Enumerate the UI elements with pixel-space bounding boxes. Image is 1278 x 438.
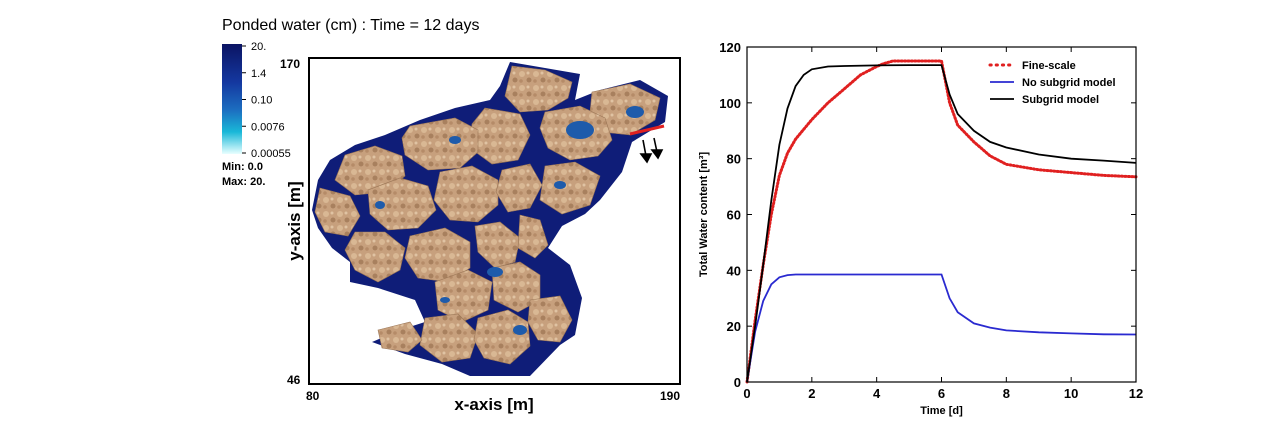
chart-y-axis-label: Total Water content [m³] (698, 152, 710, 278)
terrain-patch (419, 313, 479, 363)
pond (449, 136, 461, 144)
colorbar-tick-label: 20. (251, 41, 266, 53)
terrain-patch (473, 309, 531, 365)
chart-y-tick-label: 120 (719, 40, 741, 55)
pond (513, 325, 527, 335)
terrain-patch (314, 187, 361, 237)
flow-arrows (639, 137, 664, 164)
series-line-no-subgrid-model (746, 273, 1137, 383)
terrain-patch (527, 295, 573, 343)
legend-label: Subgrid model (1022, 94, 1099, 106)
terrain-patch (517, 214, 549, 259)
chart-y-tick-label: 80 (727, 152, 741, 167)
colorbar-min-label: Min: 0.0 (222, 161, 263, 173)
pond (566, 121, 594, 139)
pond (487, 267, 503, 277)
colorbar: 20. 1.4 0.10 0.0076 0.00055 Min: 0.0 Max: 20… (222, 41, 291, 188)
map-title: Ponded water (cm) : Time = 12 days (222, 17, 479, 34)
terrain-patch (504, 65, 573, 113)
chart-x-tick-label: 6 (938, 386, 945, 401)
chart-x-tick-label: 2 (808, 386, 815, 401)
terrain-patch (539, 161, 601, 215)
outlet-line (629, 124, 665, 136)
map-x-tick-right: 190 (660, 389, 680, 403)
ponded-water-map (312, 62, 668, 376)
map-y-tick-bottom: 46 (287, 373, 301, 387)
map-y-axis-label: y-axis [m] (285, 181, 304, 260)
chart-x-axis-label: Time [d] (920, 405, 963, 417)
terrain-patch (495, 163, 543, 213)
chart-x-tick-label: 8 (1003, 386, 1010, 401)
terrain-patch (344, 231, 406, 283)
terrain-patch (433, 165, 499, 223)
legend-label: Fine-scale (1022, 60, 1076, 72)
terrain-patch (434, 269, 493, 323)
colorbar-tick-label: 0.00055 (251, 148, 291, 160)
chart-y-tick-label: 40 (727, 263, 741, 278)
colorbar-gradient (222, 44, 242, 154)
series-line-subgrid-model (746, 64, 1137, 383)
pond (375, 201, 385, 209)
chart-x-tick-label: 12 (1129, 386, 1143, 401)
chart-x-tick-label: 4 (873, 386, 881, 401)
chart-y-tick-label: 20 (727, 319, 741, 334)
map-x-tick-left: 80 (306, 389, 320, 403)
chart-y-tick-label: 0 (734, 375, 741, 390)
chart-legend: Fine-scale No subgrid model Subgrid model (988, 60, 1116, 106)
colorbar-max-label: Max: 20. (222, 176, 265, 188)
chart-y-tick-label: 60 (727, 208, 741, 223)
colorbar-tick-label: 1.4 (251, 68, 266, 80)
legend-label: No subgrid model (1022, 77, 1116, 89)
terrain-patch (367, 177, 437, 231)
pond (554, 181, 566, 189)
chart-y-tick-label: 100 (719, 96, 741, 111)
chart-x-tick-label: 10 (1064, 386, 1078, 401)
map-y-tick-top: 170 (280, 57, 300, 71)
pond (440, 297, 450, 303)
map-x-axis-label: x-axis [m] (454, 395, 533, 414)
colorbar-tick-label: 0.10 (251, 95, 272, 107)
pond (626, 106, 644, 118)
terrain-patch (377, 321, 423, 353)
chart-x-tick-label: 0 (743, 386, 750, 401)
colorbar-tick-label: 0.0076 (251, 121, 285, 133)
series-line-fine-scale (745, 59, 1138, 384)
terrain-patch (474, 221, 521, 269)
